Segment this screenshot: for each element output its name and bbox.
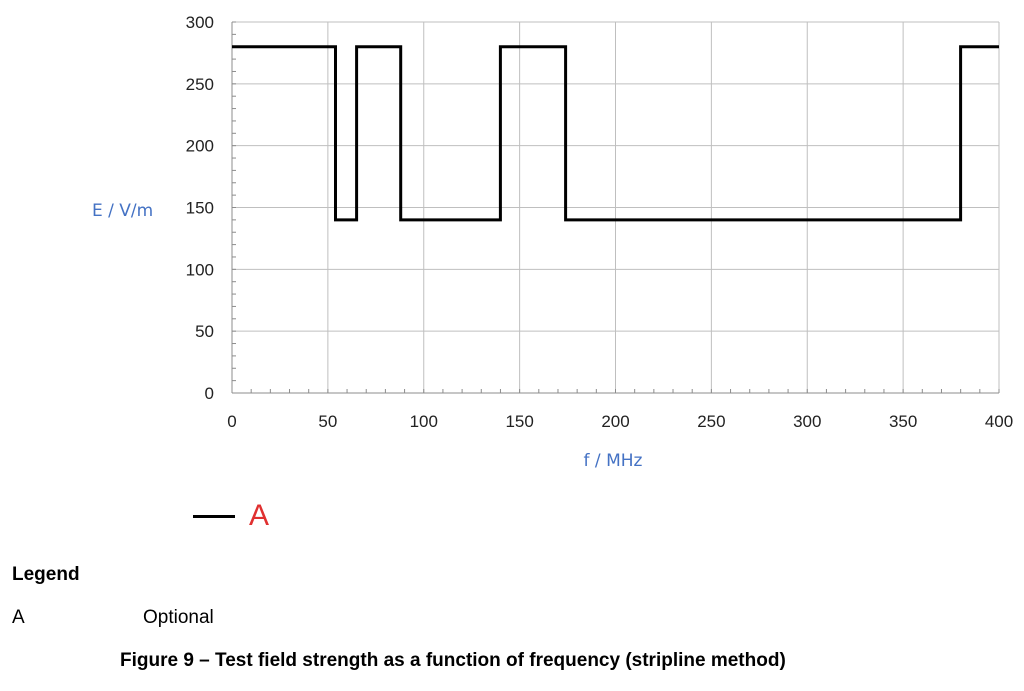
legend-swatch-a (193, 514, 235, 518)
series-line-a (232, 45, 999, 222)
axes (231, 21, 1000, 394)
y-tick-label-150: 150 (186, 199, 214, 218)
x-tick-label-200: 200 (601, 412, 629, 431)
y-tick-label-100: 100 (186, 260, 214, 279)
x-axis-title: f / MHz (584, 451, 643, 471)
x-tick-label-100: 100 (410, 412, 438, 431)
x-tick-label-400: 400 (985, 412, 1013, 431)
figure-caption: Figure 9 – Test field strength as a func… (120, 650, 786, 671)
x-tick-label-150: 150 (505, 412, 533, 431)
y-tick-label-50: 50 (195, 322, 214, 341)
x-tick-label-250: 250 (697, 412, 725, 431)
y-axis-title: E / V/m (92, 201, 153, 221)
x-tick-label-300: 300 (793, 412, 821, 431)
y-tick-label-200: 200 (186, 137, 214, 156)
x-tick-label-350: 350 (889, 412, 917, 431)
legend-label-a: A (249, 499, 270, 532)
legend-item-description: Optional (143, 607, 214, 628)
chart: 0 50 100 150 200 250 300 350 400 0 50 100 150 200 250 3… (92, 13, 1014, 471)
legend-item-key: A (12, 607, 25, 628)
x-tick-label-0: 0 (227, 412, 236, 431)
y-tick-label-0: 0 (205, 384, 214, 403)
series-layer (232, 45, 999, 222)
tick-labels: 0 50 100 150 200 250 300 350 400 0 50 100 150 200 250 3… (186, 13, 1014, 431)
y-tick-label-250: 250 (186, 75, 214, 94)
chart-legend: A (193, 494, 269, 538)
y-tick-label-300: 300 (186, 13, 214, 32)
grid-lines (232, 21, 1000, 393)
legend-heading: Legend (12, 564, 80, 585)
x-tick-label-50: 50 (318, 412, 337, 431)
